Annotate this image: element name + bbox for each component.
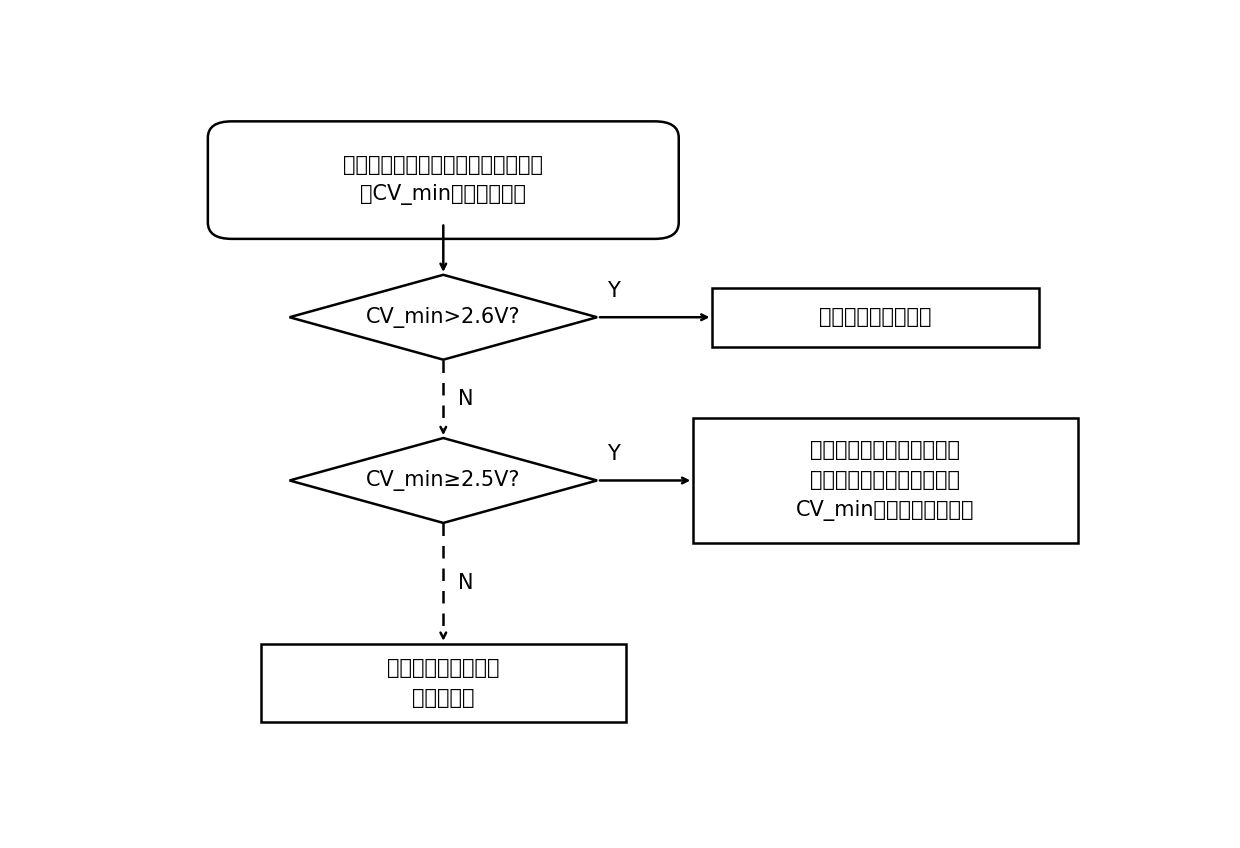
Text: CV_min>2.6V?: CV_min>2.6V? — [366, 307, 521, 327]
FancyBboxPatch shape — [712, 287, 1039, 347]
Text: Y: Y — [606, 281, 620, 301]
FancyBboxPatch shape — [208, 121, 678, 239]
Text: N: N — [458, 573, 474, 594]
Polygon shape — [289, 275, 596, 360]
Text: 电子控制单元根据单体电芯的最小电
压CV_min控制放电功率: 电子控制单元根据单体电芯的最小电 压CV_min控制放电功率 — [343, 155, 543, 205]
FancyBboxPatch shape — [693, 418, 1078, 543]
Text: N: N — [458, 389, 474, 409]
Text: 电子控制单元发出限制放电
功率指令，使放电功率随着
CV_min的减小而线性减小: 电子控制单元发出限制放电 功率指令，使放电功率随着 CV_min的减小而线性减小 — [796, 440, 975, 521]
Text: 电子控制单元发出停
止放电指令: 电子控制单元发出停 止放电指令 — [387, 658, 500, 708]
Text: 电子控制单元不动作: 电子控制单元不动作 — [820, 307, 932, 327]
Text: Y: Y — [606, 444, 620, 464]
Text: CV_min≥2.5V?: CV_min≥2.5V? — [366, 470, 521, 491]
FancyBboxPatch shape — [260, 644, 626, 722]
Polygon shape — [289, 438, 596, 523]
